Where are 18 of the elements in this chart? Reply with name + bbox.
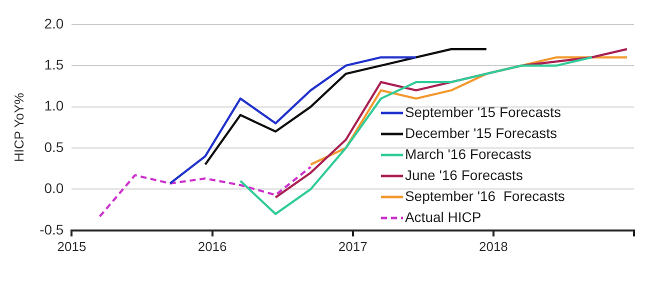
legend-label: June '16 Forecasts <box>404 166 523 186</box>
y-tick-label: 2.0 <box>44 15 64 32</box>
x-tick-label: 2017 <box>338 238 368 254</box>
x-tick-label: 2018 <box>478 238 508 254</box>
x-tick-label: 2015 <box>57 238 86 254</box>
legend-label: March '16 Forecasts <box>404 145 532 164</box>
y-tick-label: 1.0 <box>44 98 64 114</box>
y-tick-label: 1.5 <box>44 56 64 72</box>
y-tick-label: 0.0 <box>44 180 64 196</box>
legend-label: December '15 Forecasts <box>404 124 558 144</box>
line-series <box>98 166 312 218</box>
y-tick-label: -0.5 <box>40 221 64 238</box>
y-axis-title: HICP YoY% <box>11 92 26 162</box>
y-tick-label: 0.5 <box>44 138 64 155</box>
legend-label: Actual HICP <box>404 208 482 228</box>
legend-label: September '16 Forecasts <box>404 187 565 206</box>
x-tick-label: 2016 <box>198 238 227 254</box>
legend-label: September '15 Forecasts <box>404 103 561 122</box>
